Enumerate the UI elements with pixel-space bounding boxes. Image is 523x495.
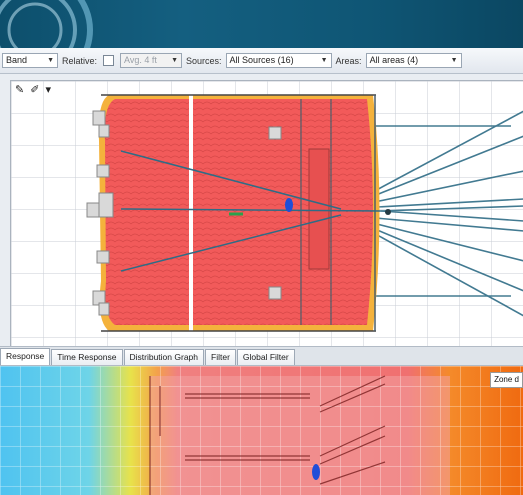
sources-select[interactable]: All Sources (16) ▼: [225, 53, 332, 68]
tab-filter[interactable]: Filter: [205, 349, 236, 365]
tab-global-filter[interactable]: Global Filter: [236, 349, 295, 365]
pen-icon[interactable]: ✐: [30, 84, 40, 96]
relative-select[interactable]: Avg. 4 ft ▼: [120, 53, 183, 68]
areas-label: Areas:: [335, 55, 362, 66]
coverage-heatmap[interactable]: Zone d: [0, 366, 523, 495]
relative-checkbox[interactable]: [103, 55, 115, 66]
chevron-down-icon: ▼: [320, 57, 328, 64]
chevron-down-icon: ▼: [450, 57, 458, 64]
tab-distribution-graph[interactable]: Distribution Graph: [123, 349, 205, 365]
sources-label: Sources:: [186, 55, 222, 66]
pencil-icon[interactable]: ✎: [15, 84, 25, 96]
listener-marker[interactable]: [312, 464, 320, 480]
band-select-value: Band: [6, 55, 28, 65]
listener-marker[interactable]: [285, 198, 293, 212]
plan-drawing: [11, 81, 523, 347]
zone-label: Zone d: [490, 372, 523, 388]
relative-select-value: Avg. 4 ft: [124, 55, 157, 65]
band-select[interactable]: Band ▼: [2, 53, 58, 68]
venue-plan-view[interactable]: ✎ ✐ ▾: [10, 80, 523, 347]
relative-label: Relative:: [62, 55, 98, 66]
areas-select[interactable]: All areas (4) ▼: [365, 53, 462, 68]
speaker-markers: [86, 110, 282, 316]
analysis-tabs: Response Time Response Distribution Grap…: [0, 346, 523, 366]
pointer-icon[interactable]: ▾: [45, 84, 51, 96]
options-toolbar: Band ▼ Relative: Avg. 4 ft ▼ Sources: Al…: [0, 48, 523, 74]
tab-response[interactable]: Response: [0, 348, 51, 365]
venue-outline: [101, 94, 382, 332]
sources-select-value: All Sources (16): [229, 55, 294, 65]
seat-rows: [149, 375, 386, 495]
heatmap-drawing: [0, 366, 523, 495]
chevron-down-icon: ▼: [171, 57, 179, 64]
plan-tool-strip: ✎ ✐ ▾: [15, 83, 51, 96]
chevron-down-icon: ▼: [47, 57, 54, 64]
source-point[interactable]: [385, 209, 391, 215]
areas-select-value: All areas (4): [369, 55, 419, 65]
app-logo: [0, 0, 93, 48]
tab-time-response[interactable]: Time Response: [51, 349, 123, 365]
app-title-bar: [0, 0, 523, 48]
